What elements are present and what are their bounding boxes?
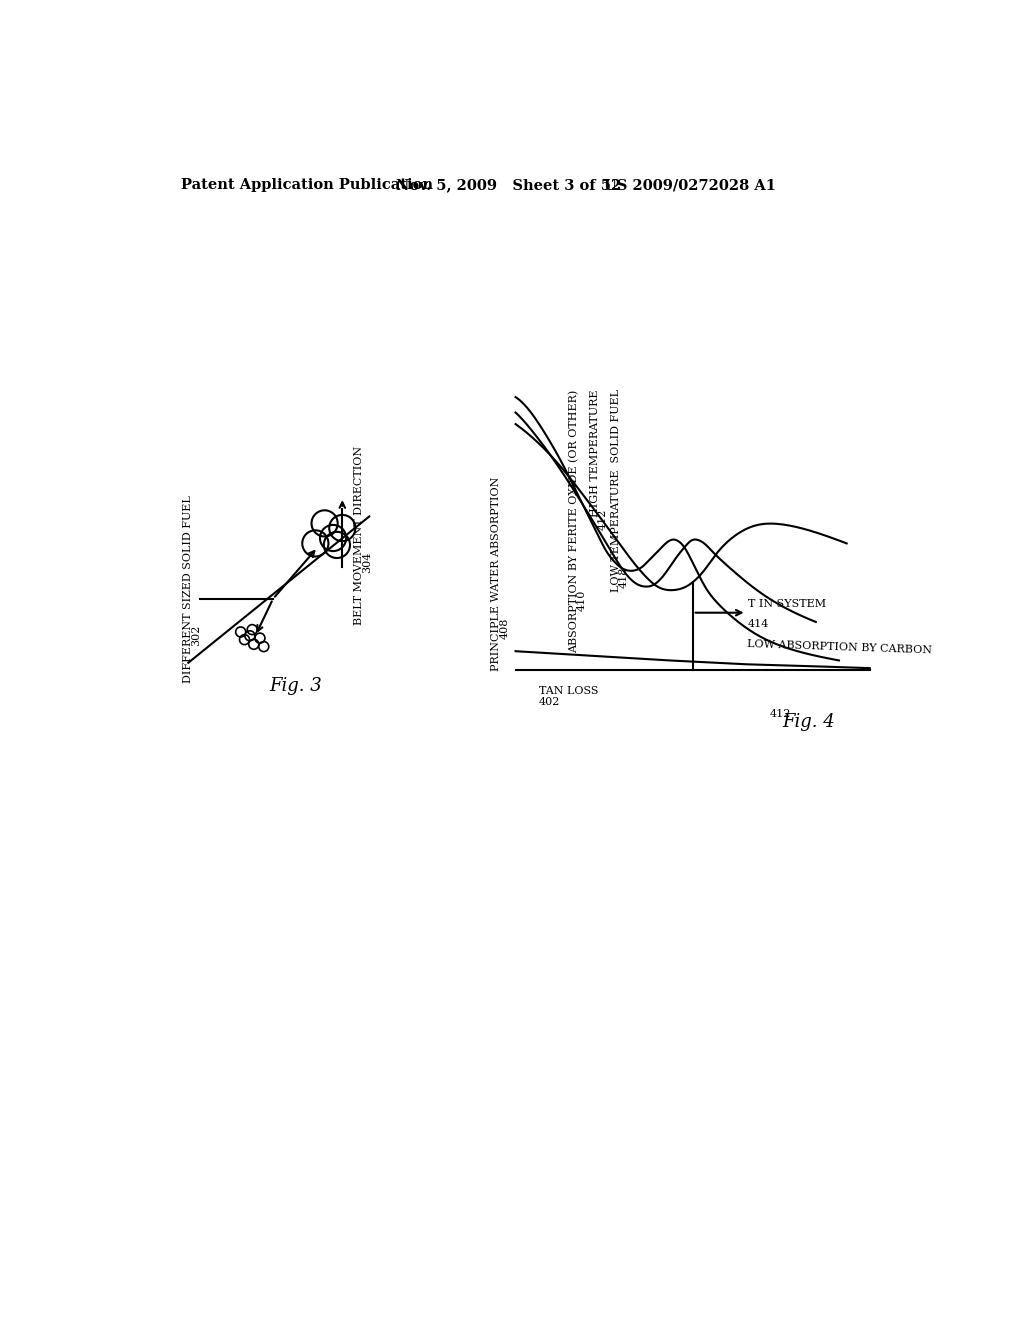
Text: 418: 418 bbox=[618, 566, 629, 587]
Text: 302: 302 bbox=[191, 626, 202, 647]
Text: Fig. 3: Fig. 3 bbox=[269, 677, 323, 694]
Text: LOW TEMPERATURE  SOLID FUEL: LOW TEMPERATURE SOLID FUEL bbox=[611, 389, 621, 593]
Text: Patent Application Publication: Patent Application Publication bbox=[180, 178, 432, 193]
Text: 412: 412 bbox=[770, 709, 791, 719]
Text: Nov. 5, 2009   Sheet 3 of 52: Nov. 5, 2009 Sheet 3 of 52 bbox=[396, 178, 622, 193]
Text: T IN SYSTEM: T IN SYSTEM bbox=[749, 599, 826, 609]
Text: 412: 412 bbox=[598, 508, 608, 531]
Text: 402: 402 bbox=[539, 697, 560, 706]
Text: HIGH TEMPERATURE: HIGH TEMPERATURE bbox=[590, 389, 600, 517]
Text: BELT MOVEMENT DIRECTION: BELT MOVEMENT DIRECTION bbox=[354, 446, 364, 626]
Text: PRINCIPLE WATER ABSORPTION: PRINCIPLE WATER ABSORPTION bbox=[490, 477, 501, 672]
Text: US 2009/0272028 A1: US 2009/0272028 A1 bbox=[604, 178, 776, 193]
Text: 414: 414 bbox=[749, 619, 769, 628]
Text: ABSORPTION BY FERITE OXIDE (OR OTHER): ABSORPTION BY FERITE OXIDE (OR OTHER) bbox=[569, 389, 580, 652]
Text: Fig. 4: Fig. 4 bbox=[781, 713, 835, 731]
Text: DIFFERENT SIZED SOLID FUEL: DIFFERENT SIZED SOLID FUEL bbox=[183, 496, 193, 684]
Text: 304: 304 bbox=[362, 552, 373, 573]
Text: TAN LOSS: TAN LOSS bbox=[539, 686, 598, 696]
Text: 408: 408 bbox=[500, 618, 509, 639]
Text: 410: 410 bbox=[578, 590, 587, 611]
Text: LOW ABSORPTION BY CARBON: LOW ABSORPTION BY CARBON bbox=[746, 639, 932, 655]
